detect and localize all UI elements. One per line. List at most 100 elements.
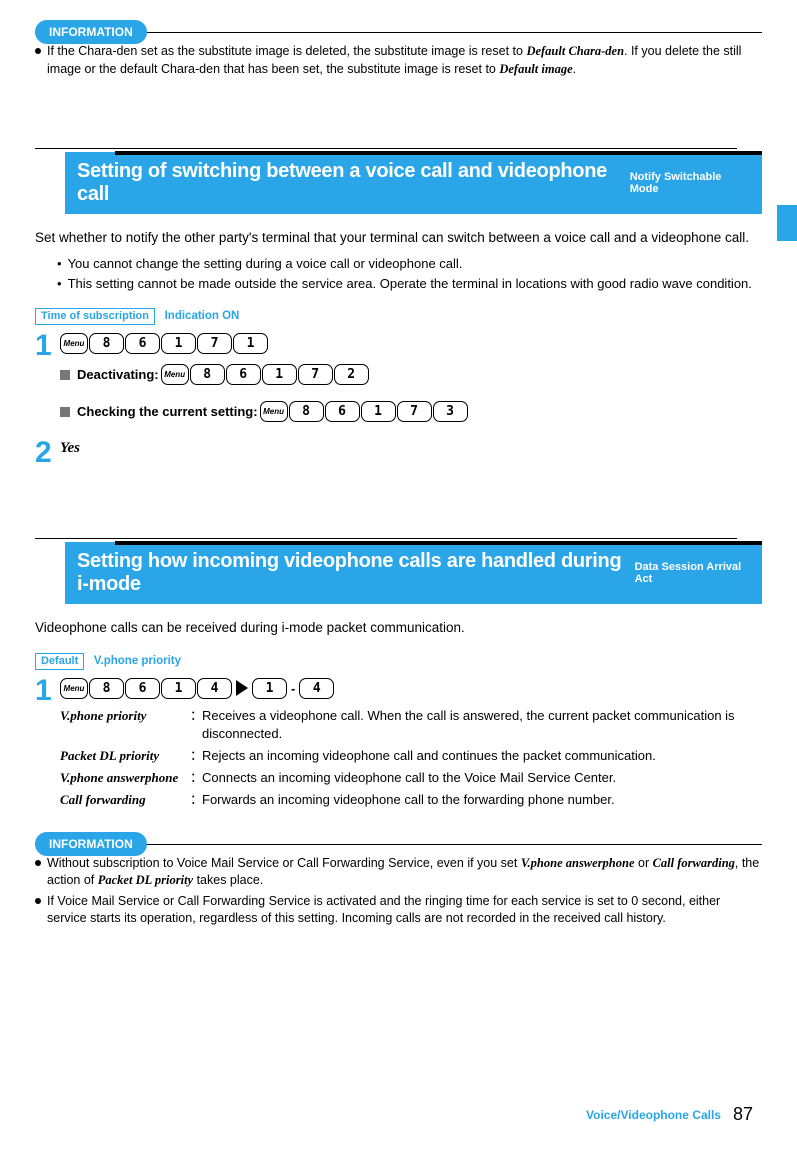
info-text: Without subscription to Voice Mail Servi…	[47, 855, 762, 890]
menu-key: Menu	[60, 333, 88, 354]
info-box-2: INFORMATION Without subscription to Voic…	[35, 832, 762, 928]
step-2: 2 Yes	[35, 438, 762, 468]
section-title: Setting of switching between a voice cal…	[77, 160, 630, 206]
bullet-icon	[35, 898, 41, 904]
digit-key-6: 6	[125, 333, 160, 354]
definition-list: V.phone priority：Receives a videophone c…	[60, 707, 762, 810]
menu-key: Menu	[60, 678, 88, 699]
step-1: 1 Menu86171 Deactivating: Menu86172 Chec…	[35, 331, 762, 422]
square-bullet	[60, 407, 70, 417]
square-bullet	[60, 370, 70, 380]
section-rule	[35, 148, 762, 154]
definition-row: Packet DL priority：Rejects an incoming v…	[60, 747, 762, 766]
definition-desc: Receives a videophone call. When the cal…	[202, 707, 762, 745]
note-item: • This setting cannot be made outside the…	[57, 274, 762, 294]
info-text: If the Chara-den set as the substitute i…	[47, 43, 762, 78]
subscription-value: Indication ON	[165, 310, 240, 322]
section-title: Setting how incoming videophone calls ar…	[77, 550, 635, 596]
info-pill: INFORMATION	[35, 832, 147, 856]
digit-key-7: 7	[298, 364, 333, 385]
default-value: V.phone priority	[94, 655, 181, 667]
page-footer: Voice/Videophone Calls 87	[586, 1104, 753, 1125]
definition-term: Call forwarding	[60, 791, 190, 810]
subscription-badge: Time of subscription	[35, 308, 155, 325]
info-item: If the Chara-den set as the substitute i…	[35, 43, 762, 78]
section-header-2: Setting how incoming videophone calls ar…	[65, 542, 762, 604]
info-item: If Voice Mail Service or Call Forwarding…	[35, 893, 762, 928]
key-sequence-deact: Menu86172	[161, 364, 369, 385]
digit-key-6: 6	[125, 678, 160, 699]
definition-term: V.phone answerphone	[60, 769, 190, 788]
info-box-1: INFORMATION If the Chara-den set as the …	[35, 20, 762, 78]
digit-key-1: 1	[161, 678, 196, 699]
definition-term: V.phone priority	[60, 707, 190, 745]
step-1b: 1 Menu86141-4 V.phone priority：Receives …	[35, 676, 762, 810]
bullet-icon	[35, 860, 41, 866]
bullet-icon	[35, 48, 41, 54]
definition-row: Call forwarding：Forwards an incoming vid…	[60, 791, 762, 810]
digit-key-3: 3	[433, 401, 468, 422]
key-sequence-main: Menu86171	[60, 333, 762, 354]
digit-key-8: 8	[89, 678, 124, 699]
checking-row: Checking the current setting: Menu86173	[60, 401, 762, 422]
note-item: • You cannot change the setting during a …	[57, 254, 762, 274]
side-tab	[777, 205, 797, 241]
note-text: This setting cannot be made outside the …	[68, 274, 752, 294]
step2-text: Yes	[60, 440, 80, 456]
definition-row: V.phone priority：Receives a videophone c…	[60, 707, 762, 745]
key-sequence-check: Menu86173	[260, 401, 468, 422]
digit-key-6: 6	[325, 401, 360, 422]
digit-key-7: 7	[197, 333, 232, 354]
colon: ：	[190, 707, 202, 745]
range-dash: -	[291, 681, 295, 696]
definition-desc: Forwards an incoming videophone call to …	[202, 791, 762, 810]
default-badge: Default	[35, 653, 84, 670]
section-side-label: Notify Switchable Mode	[630, 171, 750, 195]
step-number: 1	[35, 331, 60, 361]
definition-row: V.phone answerphone：Connects an incoming…	[60, 769, 762, 788]
info-body: If the Chara-den set as the substitute i…	[35, 43, 762, 78]
info-pill: INFORMATION	[35, 20, 147, 44]
digit-key-1: 1	[262, 364, 297, 385]
badge-row: Time of subscription Indication ON	[35, 307, 762, 325]
info-text: If Voice Mail Service or Call Forwarding…	[47, 893, 762, 928]
bullet-icon: •	[57, 254, 62, 274]
digit-key-4: 4	[197, 678, 232, 699]
info-body: Without subscription to Voice Mail Servi…	[35, 855, 762, 928]
section1-notes: • You cannot change the setting during a …	[57, 254, 762, 293]
info-item: Without subscription to Voice Mail Servi…	[35, 855, 762, 890]
key-sequence: Menu86141-4	[60, 678, 762, 699]
digit-key-1: 1	[361, 401, 396, 422]
deactivating-label: Deactivating:	[77, 367, 159, 382]
section-rule	[35, 538, 762, 544]
menu-key: Menu	[161, 364, 189, 385]
play-icon	[236, 680, 248, 696]
digit-key-8: 8	[289, 401, 324, 422]
digit-key-4: 4	[299, 678, 334, 699]
footer-section: Voice/Videophone Calls	[586, 1108, 721, 1122]
digit-key-8: 8	[190, 364, 225, 385]
bullet-icon: •	[57, 274, 62, 294]
section1-intro: Set whether to notify the other party's …	[35, 228, 762, 248]
step-number: 2	[35, 438, 60, 468]
definition-desc: Connects an incoming videophone call to …	[202, 769, 762, 788]
digit-key-1: 1	[252, 678, 287, 699]
digit-key-7: 7	[397, 401, 432, 422]
digit-key-8: 8	[89, 333, 124, 354]
colon: ：	[190, 791, 202, 810]
definition-term: Packet DL priority	[60, 747, 190, 766]
checking-label: Checking the current setting:	[77, 404, 258, 419]
colon: ：	[190, 747, 202, 766]
digit-key-1: 1	[161, 333, 196, 354]
section-header-1: Setting of switching between a voice cal…	[65, 152, 762, 214]
step-number: 1	[35, 676, 60, 706]
section-side-label: Data Session Arrival Act	[635, 561, 750, 585]
digit-key-6: 6	[226, 364, 261, 385]
digit-key-1: 1	[233, 333, 268, 354]
menu-key: Menu	[260, 401, 288, 422]
section2-intro: Videophone calls can be received during …	[35, 618, 762, 638]
deactivating-row: Deactivating: Menu86172	[60, 364, 762, 385]
note-text: You cannot change the setting during a v…	[68, 254, 463, 274]
footer-page-number: 87	[733, 1104, 753, 1125]
digit-key-2: 2	[334, 364, 369, 385]
